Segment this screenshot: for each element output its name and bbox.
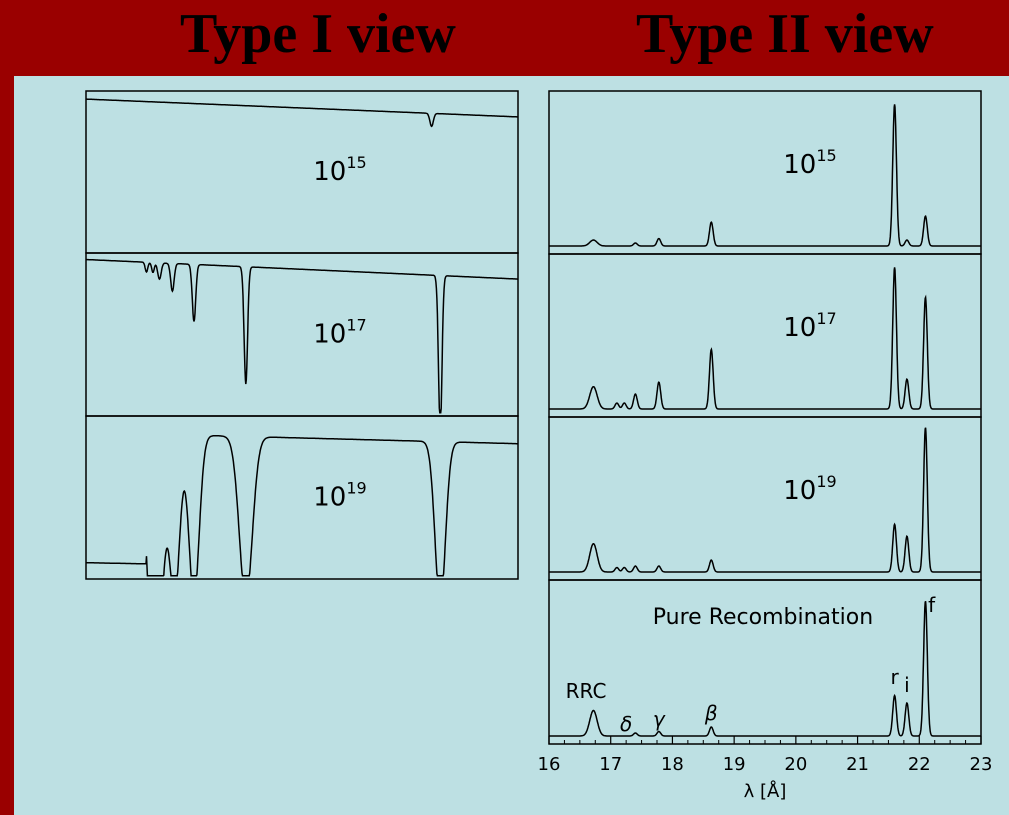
type-i-spectrum-line	[86, 98, 518, 128]
chart-area	[14, 76, 1009, 815]
type-ii-spectrum-line	[549, 600, 981, 737]
type-i-spectrum-line	[86, 258, 518, 414]
x-tick-label: 20	[784, 754, 807, 775]
pure-recombination-label: Pure Recombination	[653, 605, 873, 630]
type-i-panel-frame	[85, 90, 519, 254]
annotation-i: i	[904, 673, 910, 697]
annotation-f: f	[928, 593, 936, 617]
type-i-column-label: 1019	[313, 479, 366, 513]
type-ii-panel-frame	[548, 90, 982, 255]
type-ii-spectrum-line	[549, 267, 981, 410]
x-tick-label: 16	[538, 754, 561, 775]
type-ii-panel-frame	[548, 416, 982, 581]
x-axis-label: λ [Å]	[744, 780, 787, 802]
type-ii-panel-frame	[548, 253, 982, 418]
annotation-δ: δ	[620, 712, 632, 736]
annotation-RRC: RRC	[566, 679, 607, 703]
type-i-column-label: 1017	[313, 316, 366, 350]
x-tick-label: 18	[661, 754, 684, 775]
annotation-β: β	[704, 701, 718, 725]
type-i-spectrum-line	[86, 435, 518, 577]
annotation-r: r	[890, 665, 899, 689]
type-i-panel-frame	[85, 415, 519, 580]
type-ii-spectrum-line	[549, 427, 981, 573]
type-ii-title: Type II view	[636, 3, 934, 65]
type-ii-column-label: 1019	[783, 472, 836, 506]
type-i-title: Type I view	[180, 3, 456, 65]
x-tick-label: 19	[723, 754, 746, 775]
type-i-column-label: 1015	[313, 153, 366, 187]
x-tick-label: 22	[908, 754, 931, 775]
x-tick-label: 21	[846, 754, 869, 775]
x-tick-label: 23	[970, 754, 993, 775]
type-i-panel-frame	[85, 252, 519, 417]
x-tick-label: 17	[599, 754, 622, 775]
annotation-γ: γ	[653, 707, 666, 731]
type-ii-column-label: 1017	[783, 309, 836, 343]
type-ii-column-label: 1015	[783, 146, 836, 180]
type-ii-spectrum-line	[549, 104, 981, 247]
